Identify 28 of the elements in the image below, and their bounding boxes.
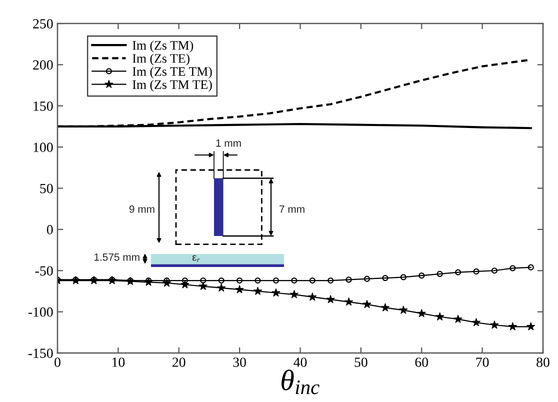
x-tick-label: 10 <box>112 358 125 367</box>
annotation: ε$_{r}$ <box>192 255 200 262</box>
y-tick-label: 50 <box>40 184 53 194</box>
legend-label: Im (Zs TM) <box>132 40 194 52</box>
x-tick-label: 30 <box>233 358 246 367</box>
annotation: 1.575 mm <box>94 254 140 261</box>
legend-label: Im (Zs TM TE) <box>132 80 212 92</box>
y-tick-label: 250 <box>33 19 53 28</box>
y-tick-label: -150 <box>28 348 53 358</box>
y-tick-label: -100 <box>28 307 53 317</box>
legend-label: Im (Zs TE TM) <box>132 66 212 79</box>
annotation: 7 mm <box>280 206 304 213</box>
x-tick-label: 60 <box>415 358 428 367</box>
x-axis-title: θ$_{inc}$ <box>282 370 320 394</box>
x-tick-label: 0 <box>54 358 60 367</box>
y-tick-label: 150 <box>34 101 53 111</box>
annotation: 9 mm <box>129 205 154 213</box>
x-tick-label: 40 <box>294 358 307 367</box>
y-tick-label: -50 <box>35 266 53 276</box>
x-tick-label: 70 <box>476 358 489 367</box>
y-tick-label: 200 <box>33 60 53 70</box>
y-tick-label: 0 <box>46 225 53 234</box>
y-tick-label: 100 <box>34 142 53 152</box>
annotation: 1 mm <box>216 140 241 147</box>
x-tick-label: 50 <box>354 358 368 367</box>
legend-label: Im (Zs TE) <box>132 54 190 66</box>
x-tick-label: 20 <box>172 358 186 367</box>
x-tick-label: 80 <box>536 358 550 367</box>
